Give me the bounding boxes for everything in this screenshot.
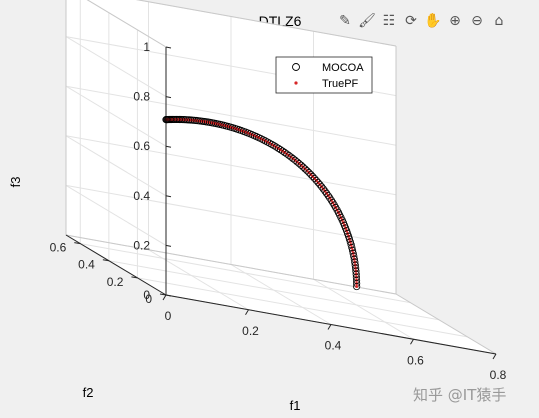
z-tick bbox=[165, 46, 172, 49]
grid-line bbox=[137, 277, 468, 338]
x-axis-label: f1 bbox=[290, 398, 301, 413]
legend-mocoa-marker bbox=[292, 63, 300, 71]
plot-axes[interactable]: 0 0.2 0.4 0.6 0.8 0 0.2 0.4 0.6 0 0.2 0.4 0.6 0.8 1 bbox=[50, 0, 507, 382]
mocoa-point bbox=[312, 176, 320, 185]
data-tips-icon[interactable]: ☷ bbox=[382, 13, 396, 29]
mocoa-point bbox=[314, 178, 322, 187]
legend-box bbox=[275, 56, 373, 94]
y-axis-line bbox=[65, 234, 167, 296]
y-tick-label: 0 bbox=[145, 292, 152, 306]
legend-mocoa-label: MOCOA bbox=[322, 62, 364, 74]
legend-truepf-marker bbox=[294, 81, 298, 85]
mocoa-point bbox=[353, 282, 361, 291]
grid-line bbox=[65, 135, 167, 197]
legend[interactable]: MOCOA TruePF bbox=[275, 56, 373, 94]
z-tick-label: 0.8 bbox=[133, 90, 150, 104]
z-axis-label: f3 bbox=[8, 177, 23, 188]
box-edge bbox=[86, 0, 167, 48]
y-tick-label: 0.6 bbox=[50, 241, 67, 255]
z-tick-label: 0.2 bbox=[133, 238, 150, 252]
y-tick-label: 0.2 bbox=[107, 275, 124, 289]
mocoa-point bbox=[305, 169, 313, 177]
z-tick-label: 0.4 bbox=[133, 189, 150, 203]
grid-line bbox=[148, 249, 249, 311]
data-marks bbox=[162, 115, 361, 291]
grid-line bbox=[65, 184, 167, 246]
pan-icon[interactable]: ✋ bbox=[424, 13, 442, 29]
mocoa-point bbox=[310, 174, 319, 183]
rotate-3d-icon[interactable]: ⟳ bbox=[405, 13, 417, 29]
x-tick-label: 0.8 bbox=[490, 368, 507, 382]
y-tick bbox=[159, 293, 167, 296]
grid-line bbox=[65, 85, 167, 147]
y-tick-label: 0.4 bbox=[78, 258, 95, 272]
brush-icon[interactable]: 🖌 bbox=[358, 13, 376, 29]
zoom-out-icon[interactable]: ⊖ bbox=[471, 13, 483, 29]
z-tick bbox=[165, 145, 172, 148]
mocoa-point bbox=[297, 161, 305, 169]
x-tick-label: 0.4 bbox=[325, 339, 342, 353]
grid-line bbox=[108, 260, 439, 321]
mocoa-point bbox=[270, 142, 278, 150]
mocoa-point bbox=[303, 167, 311, 175]
grid-line bbox=[65, 184, 397, 245]
z-tick-label: 1 bbox=[143, 40, 150, 54]
y-tick bbox=[131, 276, 138, 279]
legend-truepf-label: TruePF bbox=[322, 78, 359, 90]
home-icon[interactable]: ⌂ bbox=[494, 13, 504, 29]
x-tick-label: 0.2 bbox=[242, 324, 259, 338]
mocoa-point bbox=[266, 139, 274, 147]
mocoa-point bbox=[309, 172, 317, 181]
y-axis-label: f2 bbox=[83, 385, 94, 400]
z-tick bbox=[165, 244, 172, 247]
watermark: 知乎 @IT猿手 bbox=[413, 386, 507, 404]
axes-toolbar: ✎ 🖌 ☷ ⟳ ✋ ⊕ ⊖ ⌂ bbox=[336, 12, 508, 32]
box-edge bbox=[65, 234, 397, 295]
grid-line bbox=[65, 36, 167, 98]
side-pane bbox=[66, 0, 166, 295]
y-tick bbox=[102, 259, 109, 262]
grid-line bbox=[65, 85, 397, 146]
x-tick-label: 0 bbox=[165, 309, 172, 323]
z-tick-label: 0 bbox=[143, 288, 150, 302]
y-tick bbox=[74, 242, 81, 245]
zoom-in-icon[interactable]: ⊕ bbox=[449, 13, 461, 29]
grid-line bbox=[230, 264, 332, 325]
z-tick-label: 0.6 bbox=[133, 139, 150, 153]
grid-line bbox=[313, 278, 414, 340]
x-tick-label: 0.6 bbox=[407, 353, 424, 367]
z-tick bbox=[165, 294, 172, 297]
grid-line bbox=[80, 243, 411, 304]
mocoa-point bbox=[268, 140, 276, 149]
truepf-point bbox=[355, 285, 359, 289]
mocoa-point bbox=[301, 165, 309, 173]
edit-plot-icon[interactable]: ✎ bbox=[339, 13, 351, 29]
mocoa-point bbox=[307, 170, 315, 179]
box-edge bbox=[395, 293, 497, 355]
mocoa-point bbox=[299, 163, 307, 171]
box-edge bbox=[135, 0, 397, 47]
z-tick bbox=[165, 96, 172, 99]
x-tick bbox=[162, 294, 167, 301]
x-tick bbox=[327, 324, 332, 330]
z-tick bbox=[165, 195, 172, 198]
x-tick bbox=[410, 338, 414, 345]
x-tick bbox=[492, 353, 497, 360]
grid-line bbox=[65, 135, 397, 196]
x-tick bbox=[245, 309, 249, 316]
